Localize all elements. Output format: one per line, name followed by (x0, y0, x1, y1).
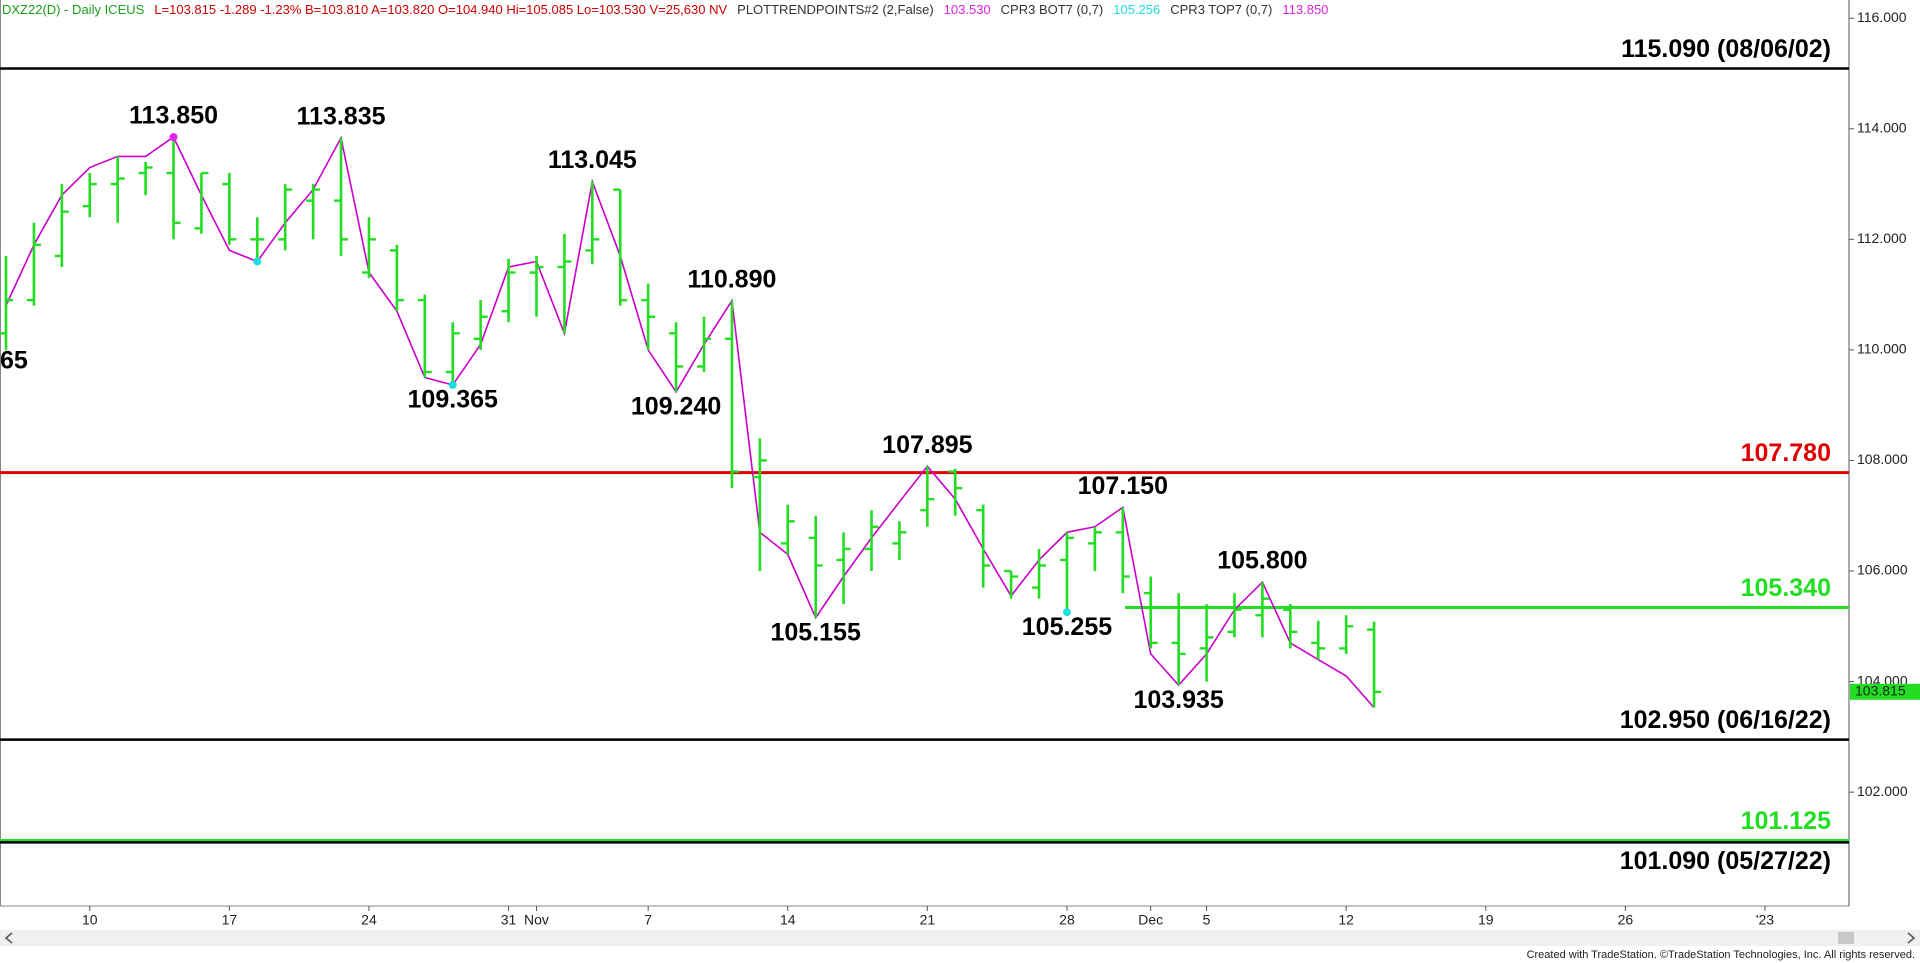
x-tick-label: '23 (1756, 912, 1774, 928)
last-price-badge (1850, 683, 1920, 700)
pivot-label: 105.800 (1217, 547, 1307, 575)
pivot-label: 105.255 (1022, 613, 1112, 641)
pivot-label: 109.240 (631, 393, 721, 421)
level-label: 115.090 (08/06/02) (1621, 35, 1831, 63)
y-tick-label: 116.000 (1857, 9, 1907, 25)
x-tick-label: 28 (1059, 912, 1075, 928)
footer: Created with TradeStation. ©TradeStation… (1527, 949, 1915, 961)
trend-line (5, 135, 1375, 709)
x-tick-label: 10 (82, 912, 98, 928)
header-segment: 105.256 (1113, 2, 1160, 17)
level-label: 101.125 (1741, 807, 1831, 835)
header-segment: L=103.815 -1.289 -1.23% B=103.810 A=103.… (154, 2, 727, 17)
pivot-label: 107.150 (1078, 472, 1168, 500)
header-segment: DXZ22(D) - Daily ICEUS (2, 2, 145, 17)
last-price-label: 103.815 (1855, 683, 1906, 699)
level-label: 105.340 (1741, 574, 1831, 602)
x-tick-label: 7 (644, 912, 652, 928)
header-segment: 103.530 (944, 2, 991, 17)
y-tick-label: 114.000 (1857, 119, 1907, 135)
pivot-dot (169, 133, 178, 142)
x-tick-label: 17 (222, 912, 238, 928)
x-tick-label: 26 (1618, 912, 1634, 928)
x-tick-label: 31 (501, 912, 517, 928)
pivot-dot (448, 381, 457, 390)
pivot-dot (253, 257, 262, 266)
scroll-left[interactable] (4, 932, 13, 944)
cut-label: 65 (0, 347, 28, 375)
level-label: 102.950 (06/16/22) (1620, 706, 1831, 734)
x-tick-label: 21 (920, 912, 936, 928)
x-tick-label: 19 (1478, 912, 1494, 928)
x-tick-label: 12 (1338, 912, 1354, 928)
y-tick-label: 102.000 (1857, 783, 1908, 799)
level-label: 101.090 (05/27/22) (1620, 847, 1831, 875)
header-segment: CPR3 BOT7 (0,7) (1001, 2, 1104, 17)
scrollbar-thumb[interactable] (1838, 932, 1854, 944)
pivot-label: 110.890 (687, 265, 776, 293)
x-tick-label: 14 (780, 912, 796, 928)
pivot-label: 109.365 (408, 386, 498, 414)
x-tick-label: Dec (1138, 912, 1163, 928)
y-tick-label: 110.000 (1857, 341, 1907, 357)
scroll-right[interactable] (1907, 932, 1916, 944)
y-tick-label: 106.000 (1857, 562, 1908, 578)
x-tick-label: Nov (524, 912, 549, 928)
level-label: 107.780 (1741, 439, 1831, 467)
y-tick-label: 108.000 (1857, 451, 1908, 467)
pivot-label: 113.850 (129, 102, 218, 130)
pivot-label: 113.045 (548, 146, 637, 174)
pivot-label: 103.935 (1133, 686, 1223, 714)
scrollbar[interactable] (0, 930, 1920, 946)
pivot-label: 107.895 (882, 431, 972, 459)
header: DXZ22(D) - Daily ICEUS L=103.815 -1.289 -… (2, 2, 1328, 17)
pivot-dot (1062, 608, 1071, 617)
x-tick-label: 24 (361, 912, 377, 928)
y-tick-label: 112.000 (1857, 230, 1907, 246)
header-segment: CPR3 TOP7 (0,7) (1170, 2, 1272, 17)
pivot-label: 105.155 (770, 618, 860, 646)
x-tick-label: 5 (1203, 912, 1211, 928)
pivot-label: 113.835 (297, 103, 386, 131)
header-segment: PLOTTRENDPOINTS#2 (2,False) (737, 2, 934, 17)
header-segment: 113.850 (1282, 2, 1328, 17)
